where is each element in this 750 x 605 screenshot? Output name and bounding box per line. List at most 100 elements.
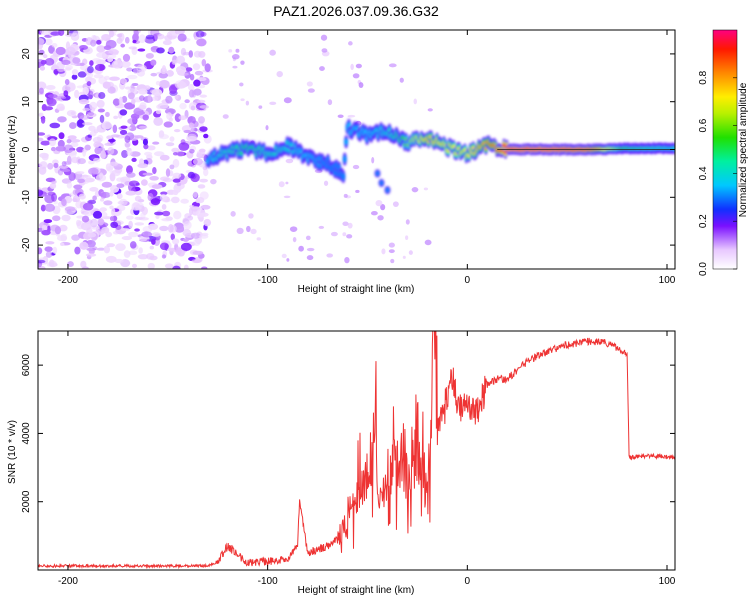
colorbar-tick-label: 0.0 bbox=[698, 262, 709, 276]
noise-cell bbox=[146, 252, 155, 260]
noise-cell bbox=[63, 144, 74, 154]
noise-cell bbox=[152, 166, 157, 175]
figure-title: PAZ1.2026.037.09.36.G32 bbox=[273, 3, 439, 19]
sparse-cell bbox=[399, 77, 404, 83]
noise-cell bbox=[179, 102, 187, 110]
noise-cell bbox=[107, 57, 114, 63]
sparse-cell bbox=[305, 235, 311, 241]
noise-cell bbox=[137, 48, 146, 52]
sparse-cell bbox=[344, 257, 350, 264]
noise-cell bbox=[46, 98, 57, 107]
noise-cell bbox=[51, 193, 58, 202]
noise-cell bbox=[196, 38, 207, 47]
noise-cell bbox=[132, 67, 139, 74]
sparse-cell bbox=[423, 187, 429, 191]
noise-cell bbox=[94, 63, 106, 72]
noise-cell bbox=[103, 45, 112, 51]
noise-cell bbox=[192, 250, 204, 255]
noise-cell bbox=[193, 79, 201, 87]
noise-cell bbox=[92, 136, 103, 144]
noise-cell bbox=[71, 74, 78, 80]
sparse-cell bbox=[352, 73, 360, 79]
noise-cell bbox=[150, 59, 157, 66]
noise-cell bbox=[131, 98, 136, 105]
noise-cell bbox=[109, 190, 114, 197]
noise-cell bbox=[182, 51, 191, 56]
noise-cell bbox=[119, 129, 128, 136]
noise-cell bbox=[52, 215, 61, 222]
sparse-cell bbox=[320, 34, 328, 41]
noise-cell bbox=[63, 90, 69, 97]
noise-cell bbox=[142, 114, 149, 121]
spectrogram-y-tick-label: 20 bbox=[21, 48, 32, 60]
spectrogram-x-tick-label: -200 bbox=[58, 275, 78, 286]
noise-cell bbox=[142, 172, 153, 176]
sparse-cell bbox=[283, 195, 291, 199]
noise-cell bbox=[39, 65, 46, 71]
snr-series bbox=[38, 331, 675, 570]
noise-cell bbox=[159, 154, 170, 161]
noise-cell bbox=[65, 64, 73, 70]
noise-cell bbox=[101, 226, 110, 234]
sparse-cell bbox=[330, 231, 338, 237]
noise-cell bbox=[124, 86, 132, 90]
noise-cell bbox=[44, 38, 53, 46]
noise-cell bbox=[138, 104, 147, 110]
noise-cell bbox=[51, 180, 57, 184]
noise-cell bbox=[69, 122, 77, 129]
noise-cell bbox=[112, 231, 120, 235]
noise-cell bbox=[149, 175, 159, 181]
noise-cell bbox=[108, 30, 115, 38]
noise-cell bbox=[203, 168, 209, 177]
noise-cell bbox=[131, 157, 137, 163]
noise-cell bbox=[95, 174, 107, 182]
noise-cell bbox=[169, 164, 175, 170]
noise-cell bbox=[147, 262, 155, 269]
noise-cell bbox=[105, 255, 117, 263]
noise-cell bbox=[69, 138, 81, 143]
spectrogram-y-tick-label: -10 bbox=[21, 190, 32, 205]
noise-cell bbox=[115, 243, 126, 252]
sparse-cell bbox=[327, 99, 333, 106]
sparse-cell bbox=[306, 81, 313, 87]
colorbar-gradient bbox=[713, 30, 737, 269]
snr-x-tick-label: 100 bbox=[659, 576, 676, 587]
noise-cell bbox=[59, 165, 69, 170]
noise-cell bbox=[105, 111, 110, 118]
noise-cell bbox=[124, 142, 131, 148]
colorbar-tick-label: 0.2 bbox=[698, 214, 709, 228]
noise-cell bbox=[74, 89, 80, 99]
spectrogram-x-tick-label: 0 bbox=[465, 275, 471, 286]
noise-cell bbox=[161, 254, 167, 259]
noise-cell bbox=[61, 160, 67, 167]
noise-cell bbox=[66, 182, 73, 189]
noise-cell bbox=[60, 233, 68, 242]
noise-cell bbox=[87, 111, 95, 117]
noise-cell bbox=[172, 178, 181, 183]
noise-cell bbox=[82, 266, 89, 269]
spectrogram-y-label: Frequency (Hz) bbox=[7, 116, 18, 185]
noise-cell bbox=[128, 180, 140, 187]
noise-cell bbox=[196, 152, 203, 157]
sparse-cell bbox=[355, 63, 362, 69]
noise-cell bbox=[85, 253, 97, 257]
sparse-cell bbox=[306, 247, 315, 252]
noise-cell bbox=[41, 229, 51, 236]
snr-frame bbox=[37, 330, 676, 571]
sparse-cell bbox=[235, 48, 240, 53]
sparse-cell bbox=[285, 158, 294, 164]
noise-cell bbox=[38, 81, 47, 90]
sparse-cell bbox=[388, 242, 395, 248]
noise-cell bbox=[66, 155, 72, 165]
spectrogram-signal bbox=[205, 118, 675, 195]
noise-cell bbox=[86, 81, 92, 87]
noise-cell bbox=[174, 113, 182, 123]
noise-cell bbox=[172, 238, 180, 245]
noise-cell bbox=[124, 36, 130, 44]
noise-cell bbox=[199, 105, 209, 109]
noise-cell bbox=[170, 196, 180, 204]
noise-cell bbox=[153, 151, 165, 157]
noise-cell bbox=[126, 149, 133, 156]
noise-cell bbox=[150, 72, 158, 77]
